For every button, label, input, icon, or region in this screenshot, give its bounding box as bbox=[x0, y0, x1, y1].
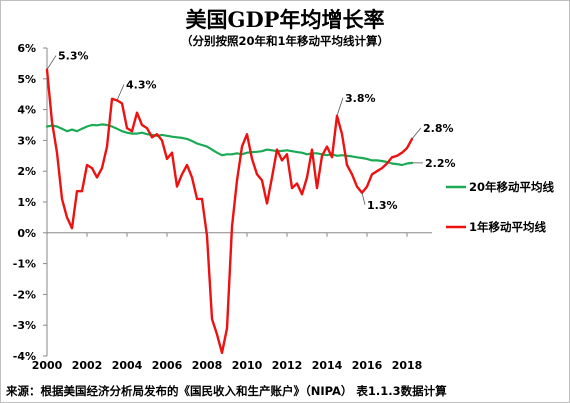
x-tick-label: 2004 bbox=[112, 359, 143, 372]
y-tick-label: 4% bbox=[17, 104, 36, 117]
data-label: 2.2% bbox=[425, 157, 456, 170]
x-tick-label: 2006 bbox=[152, 359, 183, 372]
x-tick-label: 2016 bbox=[352, 359, 383, 372]
y-tick-label: 5% bbox=[17, 73, 36, 86]
data-label: 5.3% bbox=[58, 50, 89, 63]
y-tick-label: 1% bbox=[17, 196, 36, 209]
y-tick-label: -1% bbox=[13, 258, 36, 271]
x-tick-label: 2014 bbox=[312, 359, 343, 372]
y-tick-label: -3% bbox=[13, 319, 36, 332]
series-line-1yr bbox=[45, 68, 414, 355]
chart-title: 美国GDP年均增长率 bbox=[185, 7, 385, 32]
x-tick-label: 2012 bbox=[272, 359, 303, 372]
y-tick-label: 0% bbox=[17, 227, 36, 240]
legend-label-1yr: 1年移动平均线 bbox=[469, 220, 547, 234]
annotation-layer: 5.3% 4.3% 3.8% 2.8% 2.2% 1.3% bbox=[46, 50, 456, 212]
annotation-leader bbox=[411, 127, 422, 140]
x-tick-label: 2000 bbox=[32, 359, 63, 372]
annotation-leader bbox=[361, 192, 366, 205]
annotation-leader bbox=[46, 55, 57, 70]
x-tick-label: 2018 bbox=[392, 359, 423, 372]
x-tick-label: 2008 bbox=[192, 359, 223, 372]
series-layer bbox=[45, 68, 414, 355]
chart-subtitle: （分别按照20年和1年移动平均线计算） bbox=[180, 34, 389, 48]
y-tick-label: 2% bbox=[17, 165, 36, 178]
data-label: 2.8% bbox=[423, 122, 454, 135]
x-tick-label: 2010 bbox=[232, 359, 263, 372]
x-tick-label: 2002 bbox=[72, 359, 103, 372]
y-tick-label: 3% bbox=[17, 134, 36, 147]
annotation-leader bbox=[116, 84, 125, 101]
y-tick-label: -4% bbox=[13, 350, 36, 363]
y-tick-label: -2% bbox=[13, 288, 36, 301]
legend: 20年移动平均线 1年移动平均线 bbox=[446, 180, 555, 234]
data-label: 3.8% bbox=[345, 92, 376, 105]
series-line-20yr bbox=[45, 123, 414, 167]
legend-label-20yr: 20年移动平均线 bbox=[469, 180, 555, 194]
axes: 6% 5% 4% 3% 2% 1% 0% -1% -2% -3% -4%2000 2002 2004 20… bbox=[13, 42, 432, 372]
data-label: 4.3% bbox=[126, 78, 157, 91]
annotation-leader bbox=[336, 97, 344, 116]
source-note: 来源：根据美国经济分析局发布的《国民收入和生产账户》（NIPA） 表1.1.3数… bbox=[6, 384, 447, 398]
y-tick-label: 6% bbox=[17, 42, 36, 55]
data-label: 1.3% bbox=[367, 199, 398, 212]
